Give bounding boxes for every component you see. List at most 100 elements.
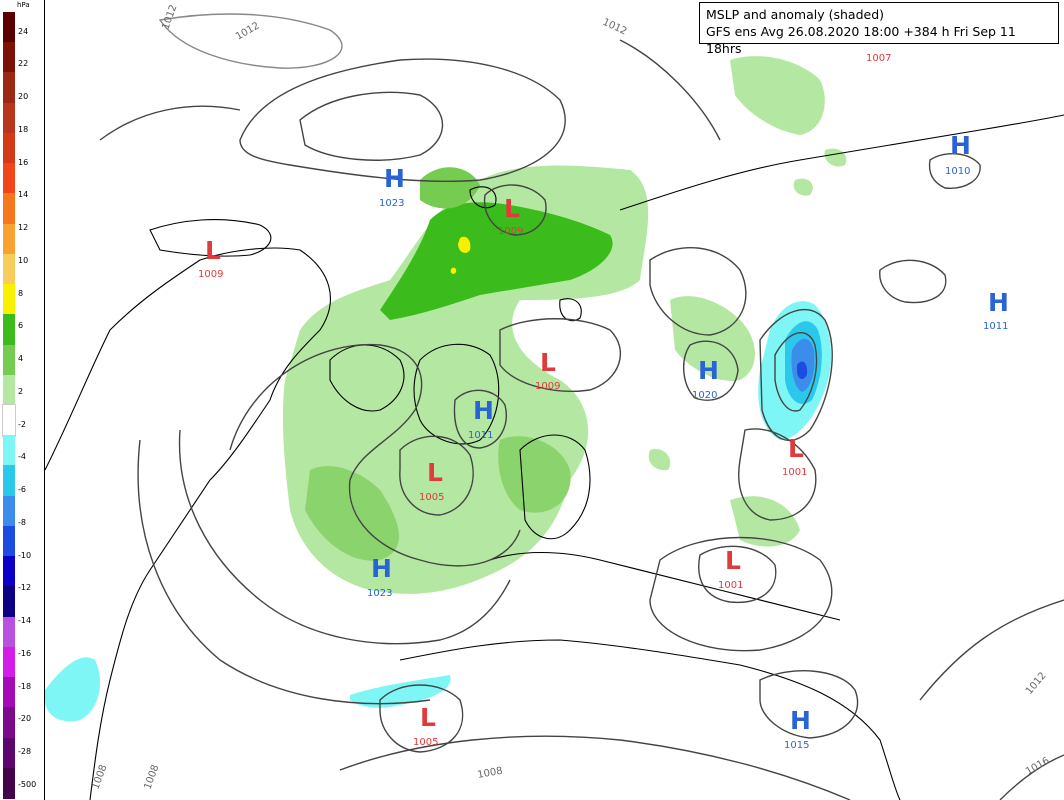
legend-tick-label: 24 [18, 26, 29, 36]
anomaly-positive-light [824, 148, 847, 167]
legend-unit: hPa [17, 1, 30, 9]
anomaly-negative-light [350, 675, 451, 708]
pressure-center-letter: H [473, 396, 494, 425]
legend-swatch [3, 132, 15, 164]
isobar [649, 536, 833, 652]
legend-tick-label: -12 [18, 583, 32, 593]
greenland-coast [413, 343, 500, 445]
pressure-center-letter: L [420, 703, 436, 732]
anomaly-positive-light [730, 56, 825, 135]
pressure-center-letter: L [540, 348, 556, 377]
pressure-center-value: 1009 [198, 269, 224, 280]
legend-tick-label: -2 [18, 419, 26, 429]
legend-swatch [2, 404, 16, 437]
pressure-center-letter: L [725, 546, 741, 575]
scandinavia-coast [519, 434, 591, 540]
legend-tick-label: -14 [18, 616, 32, 626]
isobar [698, 545, 777, 604]
legend-swatch [3, 223, 15, 255]
map-title: MSLP and anomaly (shaded) [706, 7, 885, 22]
pressure-center-letter: H [790, 706, 811, 735]
arctic-island [559, 298, 582, 322]
isobar [399, 435, 474, 516]
legend-swatch [3, 707, 15, 739]
anomaly-positive-light [793, 178, 813, 196]
isobar [759, 309, 833, 441]
anomaly-positive-strong [380, 202, 613, 320]
isobar [774, 332, 818, 412]
anomaly-positive-medium [498, 436, 571, 513]
legend-swatch [3, 737, 15, 769]
anomaly-negative-light [45, 657, 100, 722]
pressure-center-value: 1015 [784, 740, 810, 751]
isobar [879, 259, 947, 304]
pressure-center-value: 1001 [782, 467, 808, 478]
pressure-center-value: 1001 [718, 580, 744, 591]
legend-swatch [3, 374, 15, 406]
africa-coast [399, 639, 901, 800]
legend-swatch [3, 72, 15, 104]
alaska-coast [149, 219, 272, 257]
isobar [239, 58, 566, 182]
legend-tick-label: 4 [18, 354, 24, 364]
pressure-center-letter: L [788, 434, 804, 463]
isobar-label: 1007 [866, 53, 891, 64]
isobar [99, 105, 241, 141]
anomaly-positive-light [648, 449, 671, 471]
isobar [499, 318, 621, 392]
legend-swatch [3, 193, 15, 225]
isobar [928, 153, 981, 189]
legend-swatch [3, 314, 15, 346]
isobar [229, 343, 521, 567]
isobar [619, 39, 721, 141]
map-title-box: MSLP and anomaly (shaded) GFS ens Avg 26… [699, 2, 1059, 56]
legend-tick-label: -8 [18, 517, 26, 527]
isobar-label: 1008 [90, 763, 109, 791]
legend-tick-label: -4 [18, 452, 26, 462]
legend-tick-label: -28 [18, 747, 32, 757]
europe-coast [489, 552, 841, 621]
anomaly-positive-light [670, 296, 755, 381]
legend-tick-label: -18 [18, 681, 32, 691]
isobar [738, 428, 817, 521]
pressure-center-value: 1005 [419, 492, 445, 503]
pressure-center-value: 1011 [983, 321, 1009, 332]
legend-swatch [3, 344, 15, 376]
isobar-label: 1008 [142, 763, 161, 791]
legend-tick-label: 8 [18, 288, 24, 298]
isobar [453, 389, 507, 449]
map-subtitle: GFS ens Avg 26.08.2020 18:00 +384 h Fri … [706, 24, 1016, 56]
legend-swatch [3, 42, 15, 74]
legend-swatch [3, 677, 15, 709]
isobar [137, 439, 431, 705]
legend-swatch [3, 435, 15, 467]
legend-tick-label: -16 [18, 648, 32, 658]
legend-tick-label: 2 [18, 386, 24, 396]
isobar [759, 670, 859, 739]
isobar-label: 1016 [1024, 755, 1052, 777]
isobar [158, 13, 343, 69]
isobar [178, 429, 511, 645]
legend-tick-label: 22 [18, 59, 29, 69]
legend-tick-label: -6 [18, 485, 26, 495]
pressure-center-value: 1010 [945, 166, 971, 177]
anomaly-negative-peak [797, 361, 808, 380]
legend-swatch [3, 525, 15, 557]
anomaly-positive-light [730, 496, 800, 547]
pressure-center-value: 1023 [379, 198, 405, 209]
pressure-center-letter: H [698, 356, 719, 385]
legend-swatch [3, 163, 15, 195]
legend-tick-label: -500 [18, 779, 37, 789]
pressure-center-value: 1009 [498, 226, 524, 237]
legend-swatch [3, 102, 15, 134]
siberia-coast [619, 114, 1064, 211]
isobar [299, 91, 444, 161]
pressure-center-value: 1020 [692, 390, 718, 401]
legend-tick-label: 6 [18, 321, 24, 331]
anomaly-positive-medium [305, 466, 399, 561]
pressure-center-value: 1011 [468, 430, 494, 441]
arctic-island [469, 186, 497, 209]
anomaly-positive-peak [450, 267, 457, 274]
isobar [649, 247, 747, 336]
legend-swatch [3, 556, 15, 588]
